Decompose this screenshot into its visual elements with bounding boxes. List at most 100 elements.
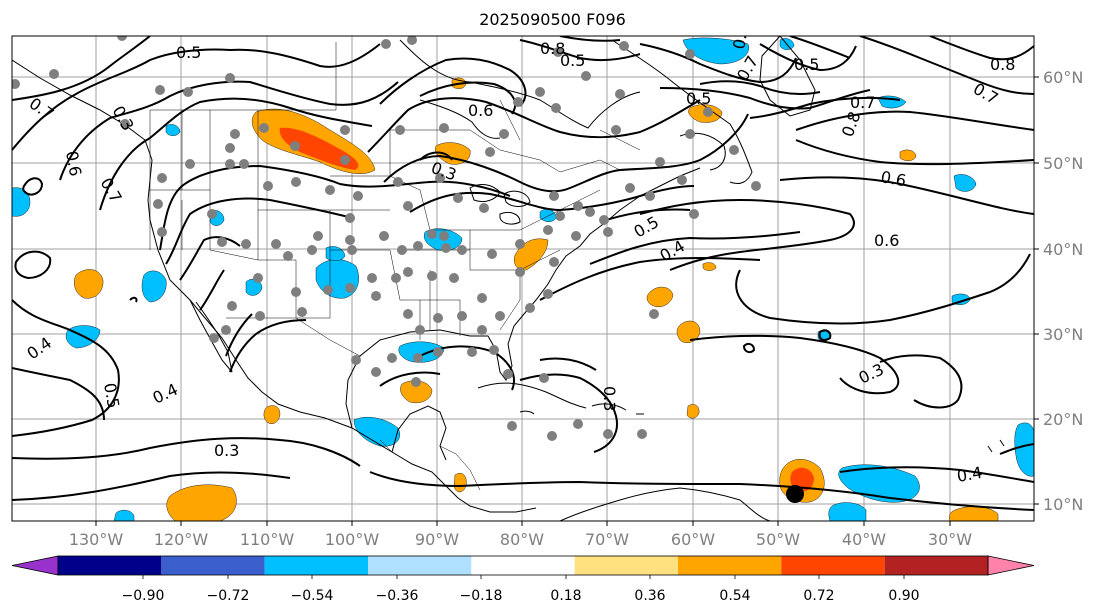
station-dot <box>403 201 413 211</box>
station-dot <box>479 203 489 213</box>
station-dot <box>217 237 227 247</box>
station-dot <box>351 355 361 365</box>
lon-label: 40°W <box>842 530 886 549</box>
station-dot <box>549 191 559 201</box>
station-dot <box>415 325 425 335</box>
positive-anomaly <box>899 149 917 161</box>
station-dot <box>157 227 167 237</box>
station-dot <box>535 87 545 97</box>
station-dot <box>271 239 281 249</box>
station-dot <box>291 287 301 297</box>
contour-label: 0.5 <box>794 55 819 74</box>
station-dot <box>307 245 317 255</box>
colorbar-segment <box>574 556 678 575</box>
colorbar-segment <box>58 556 162 575</box>
contour-label: 0.4 <box>955 463 983 486</box>
lat-label: 50°N <box>1043 154 1083 173</box>
station-dot <box>12 79 20 89</box>
station-dot <box>345 235 355 245</box>
colorbar-segment <box>368 556 472 575</box>
positive-anomaly <box>676 320 701 343</box>
lon-label: 30°W <box>928 530 972 549</box>
station-dot <box>477 325 487 335</box>
station-dot <box>555 211 565 221</box>
station-dot <box>403 309 413 319</box>
station-dot <box>297 307 307 317</box>
negative-anomaly <box>245 278 263 296</box>
station-dot <box>433 347 443 357</box>
station-dot <box>637 429 647 439</box>
station-dot <box>225 159 235 169</box>
station-dot <box>381 39 391 49</box>
negative-anomaly <box>113 509 135 521</box>
station-dot <box>485 147 495 157</box>
lon-label: 80°W <box>500 530 544 549</box>
station-dot <box>619 41 629 51</box>
positive-anomaly <box>686 404 700 419</box>
station-dot <box>185 159 195 169</box>
longitude-labels: 130°W 120°W 110°W 100°W 90°W 80°W 70°W 6… <box>69 530 972 549</box>
positive-anomaly <box>702 262 717 271</box>
station-dot <box>290 141 300 151</box>
station-dot <box>259 123 269 133</box>
station-dot <box>387 353 397 363</box>
station-dot <box>407 36 417 45</box>
lon-label: 60°W <box>671 530 715 549</box>
lon-label: 50°W <box>756 530 800 549</box>
colorbar-tick: −0.72 <box>207 588 250 604</box>
station-dot <box>495 311 505 321</box>
station-dot <box>507 421 517 431</box>
station-dot <box>230 129 240 139</box>
station-dot <box>49 69 59 79</box>
station-markers <box>12 36 761 441</box>
station-dot <box>571 231 581 241</box>
lat-label: 10°N <box>1043 495 1083 514</box>
station-dot <box>477 293 487 303</box>
station-dot <box>241 239 251 249</box>
station-dot <box>391 273 401 283</box>
positive-anomaly <box>74 269 104 299</box>
tropical-cyclone-marker <box>786 485 804 503</box>
station-dot <box>729 145 739 155</box>
negative-anomaly <box>682 37 749 65</box>
negative-anomaly <box>1014 422 1034 477</box>
station-dot <box>625 183 635 193</box>
lon-label: 120°W <box>154 530 209 549</box>
station-dot <box>499 129 509 139</box>
station-dot <box>227 301 237 311</box>
station-dot <box>393 177 403 187</box>
station-dot <box>353 191 363 201</box>
station-dot <box>441 243 451 253</box>
station-dot <box>255 311 265 321</box>
station-dot <box>153 199 163 209</box>
lon-label: 90°W <box>415 530 459 549</box>
station-dot <box>340 155 350 165</box>
station-dot <box>603 429 613 439</box>
negative-anomaly <box>12 187 31 217</box>
lon-label: 100°W <box>325 530 380 549</box>
station-dot <box>685 129 695 139</box>
station-dot <box>539 373 549 383</box>
map-title: 2025090500 F096 <box>479 10 626 29</box>
contour-label: 0.6 <box>468 101 493 120</box>
station-dot <box>291 177 301 187</box>
colorbar-tick: −0.54 <box>291 588 334 604</box>
station-dot <box>397 245 407 255</box>
negative-anomaly <box>165 124 181 136</box>
station-dot <box>543 225 553 235</box>
negative-anomaly <box>398 341 445 363</box>
station-dot <box>157 173 167 183</box>
station-dot <box>427 271 437 281</box>
station-dot <box>117 36 127 41</box>
station-dot <box>551 103 561 113</box>
lon-label: 130°W <box>69 530 124 549</box>
station-dot <box>585 207 595 217</box>
colorbar-segment <box>678 556 782 575</box>
colorbar-tick: −0.18 <box>460 588 503 604</box>
colorbar-outline <box>57 555 989 576</box>
station-dot <box>703 107 713 117</box>
colorbar-tick: 0.36 <box>634 588 665 604</box>
colorbar-tick: 0.72 <box>803 588 834 604</box>
station-dot <box>751 181 761 191</box>
